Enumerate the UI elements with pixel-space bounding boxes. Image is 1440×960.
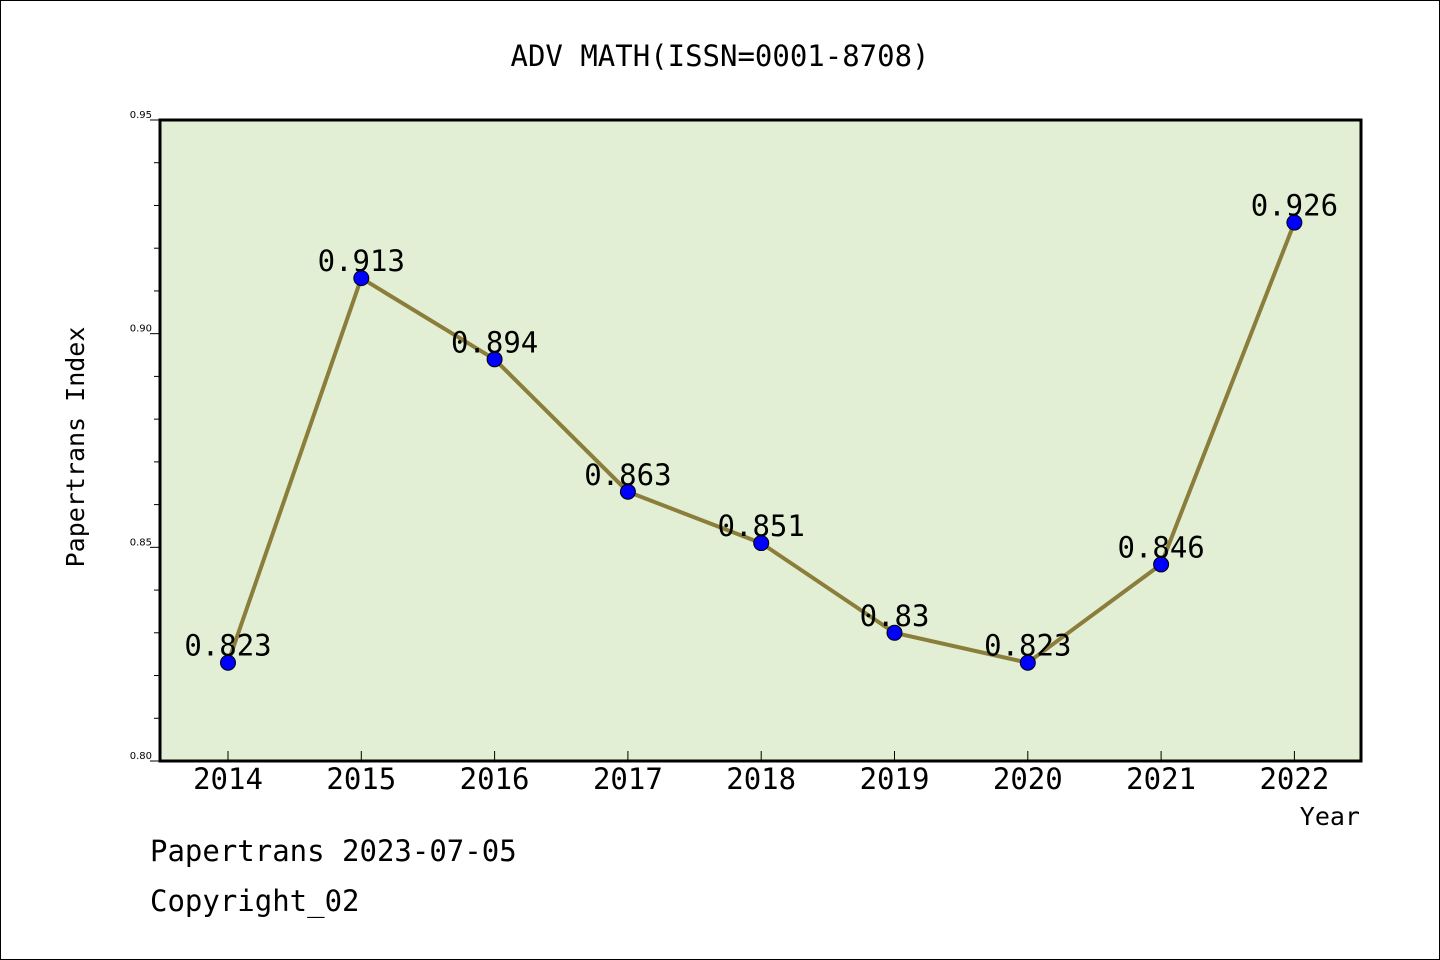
data-point [619,483,636,500]
y-tick-label: 0.95 [130,110,152,121]
data-point [353,270,370,287]
footer-date: Papertrans 2023-07-05 [150,834,517,868]
data-label: 0.823 [984,629,1071,663]
x-tick-label: 2014 [193,762,263,796]
x-tick-label: 2016 [460,762,530,796]
data-point [1153,556,1170,573]
x-tick-label: 2018 [726,762,796,796]
data-point [886,624,903,641]
y-tick-label: 0.90 [130,324,152,335]
chart-title: ADV MATH(ISSN=0001-8708) [510,39,929,73]
footer-copyright: Copyright_02 [150,884,360,918]
data-point [1019,654,1036,671]
data-point [1286,214,1303,231]
markers-group [220,214,1303,671]
x-axis: 2014 2015 2016 2017 2018 2019 2020 2021 2022 [193,751,1329,796]
data-point [486,351,503,368]
y-tick-label: 0.85 [130,537,152,548]
data-label: 0.846 [1117,530,1204,564]
y-axis-label: Papertrans Index [61,327,90,568]
data-label: 0.851 [718,509,805,543]
y-tick-label: 0.80 [130,751,152,762]
data-label: 0.83 [860,599,930,633]
data-label: 0.823 [184,629,271,663]
x-axis-label: Year [1300,802,1360,831]
x-tick-label: 2017 [593,762,663,796]
data-point [220,654,236,671]
x-tick-label: 2022 [1259,762,1329,796]
plot-area [158,118,1363,763]
data-label: 0.913 [318,244,405,278]
x-tick-label: 2015 [326,762,396,796]
x-tick-label: 2021 [1126,762,1196,796]
x-tick-label: 2020 [993,762,1063,796]
data-label: 0.926 [1251,189,1338,223]
data-labels-group: 0.823 0.913 0.894 0.863 0.851 0.83 0.823 0.846 0… [184,189,1338,663]
data-point [753,535,770,552]
data-label: 0.863 [584,458,671,492]
data-label: 0.894 [451,325,538,359]
y-axis: 0.80 0.85 0.90 0.95 [130,110,160,762]
x-tick-label: 2019 [860,762,930,796]
